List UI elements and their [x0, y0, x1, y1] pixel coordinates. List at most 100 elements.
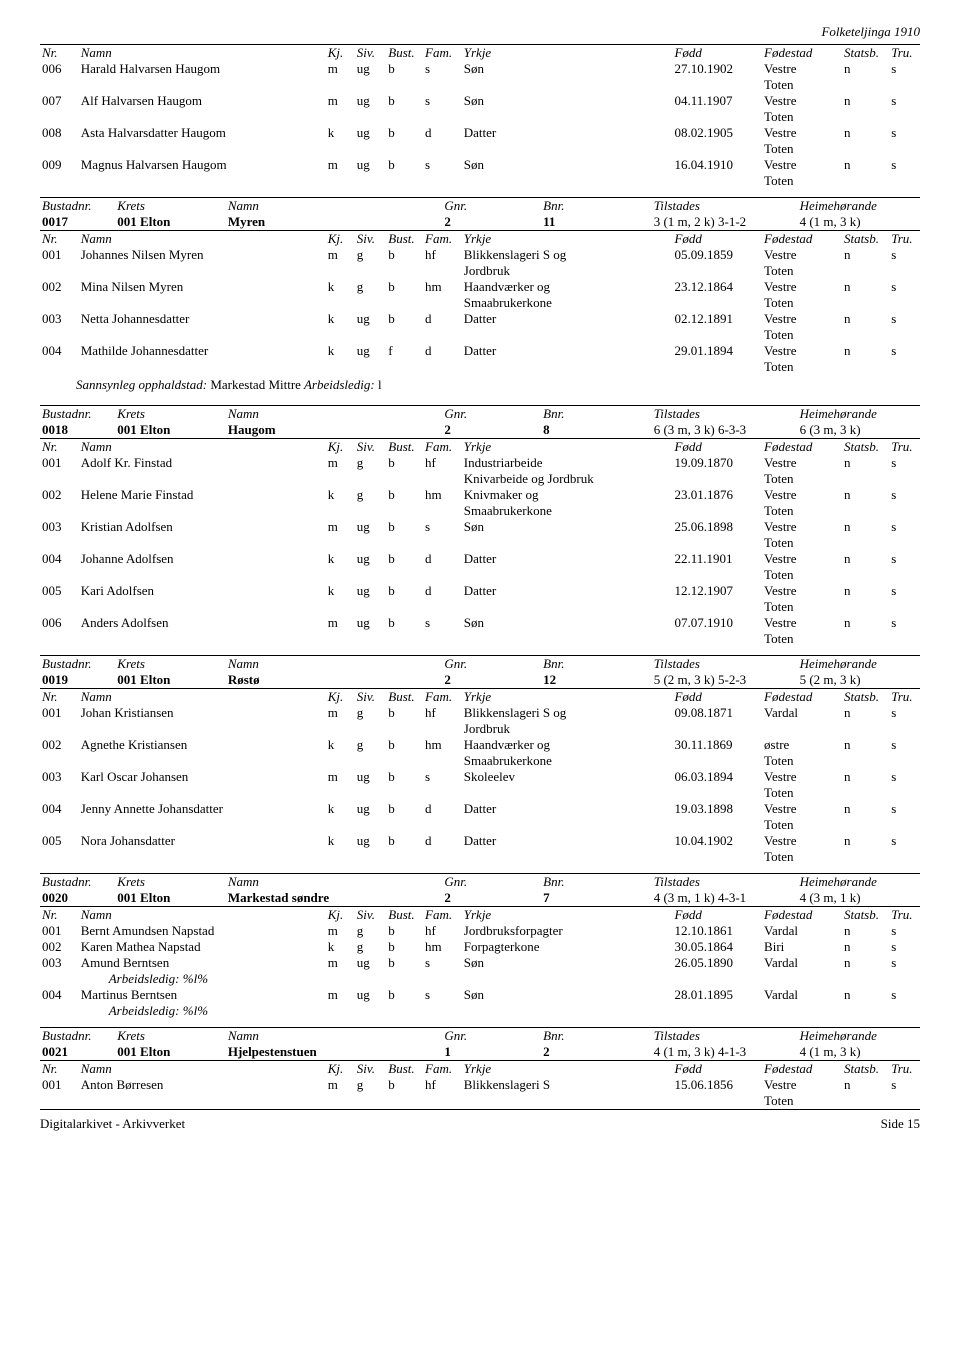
person-row-cont: Toten [40, 173, 920, 189]
cell-fodestad: Vestre [762, 61, 842, 77]
cell-bust: b [386, 615, 423, 631]
dv-krets: 001 Elton [115, 422, 226, 438]
cell-fodestad: Vestre [762, 551, 842, 567]
cell-stat: n [842, 343, 889, 359]
cell-fodestad: Vestre [762, 615, 842, 631]
dv-til: 6 (3 m, 3 k) 6-3-3 [652, 422, 798, 438]
cell-kj: k [326, 279, 355, 295]
cell-tru: s [889, 705, 920, 721]
cell-stat: n [842, 615, 889, 631]
dwelling-table: Bustadnr.KretsNamnGnr.Bnr.TilstadesHeime… [40, 874, 920, 906]
cell-fodestad: Vestre [762, 125, 842, 141]
cell-bust: b [386, 551, 423, 567]
cell-yrkje: Søn [462, 987, 673, 1003]
cell-tru: s [889, 125, 920, 141]
cell-fodd: 09.08.1871 [672, 705, 762, 721]
cell-namn: Anders Adolfsen [79, 615, 326, 631]
person-row: 006Anders AdolfsenmugbsSøn07.07.1910Vest… [40, 615, 920, 631]
person-row: 002Agnethe KristiansenkgbhmHaandværker o… [40, 737, 920, 753]
cell-nr: 002 [40, 737, 79, 753]
dwelling-header-row: Bustadnr.KretsNamnGnr.Bnr.TilstadesHeime… [40, 1028, 920, 1044]
dh-gnr: Gnr. [442, 874, 541, 890]
cell-fodestad-cont: Toten [762, 1093, 842, 1109]
dv-heim: 5 (2 m, 3 k) [798, 672, 920, 688]
cell-tru: s [889, 833, 920, 849]
cell-fodestad: Vestre [762, 247, 842, 263]
cell-fam: hm [423, 487, 462, 503]
cell-siv: ug [355, 61, 386, 77]
cell-nr: 003 [40, 519, 79, 535]
cell-fodd: 25.06.1898 [672, 519, 762, 535]
cell-yrkje: Skoleelev [462, 769, 673, 785]
cell-bust: f [386, 343, 423, 359]
cell-bust: b [386, 157, 423, 173]
cell-nr: 005 [40, 583, 79, 599]
cell-kj: k [326, 801, 355, 817]
person-row-cont: Toten [40, 631, 920, 647]
cell-yrkje-cont [462, 817, 673, 833]
cell-bust: b [386, 987, 423, 1003]
cell-yrkje-cont: Jordbruk [462, 263, 673, 279]
cell-bust: b [386, 125, 423, 141]
cell-kj: m [326, 157, 355, 173]
cell-nr: 002 [40, 279, 79, 295]
cell-fodestad-cont: Toten [762, 785, 842, 801]
cell-fodestad: Vardal [762, 923, 842, 939]
cell-fam: s [423, 955, 462, 971]
cell-kj: m [326, 955, 355, 971]
cell-fam: d [423, 311, 462, 327]
dh-bnr: Bnr. [541, 198, 652, 214]
person-row-cont: Toten [40, 77, 920, 93]
cell-fodestad-cont: Toten [762, 173, 842, 189]
people-table: Nr.NamnKj.Siv.Bust.Fam.YrkjeFøddFødestad… [40, 1061, 920, 1109]
person-row: 002Helene Marie FinstadkgbhmKnivmaker og… [40, 487, 920, 503]
person-row-cont: Toten [40, 599, 920, 615]
cell-kj: k [326, 551, 355, 567]
cell-fodestad-cont: Toten [762, 599, 842, 615]
hdr-bust: Bust. [386, 45, 423, 61]
cell-namn: Johanne Adolfsen [79, 551, 326, 567]
cell-fodestad: Vestre [762, 801, 842, 817]
cell-nr: 005 [40, 833, 79, 849]
person-arb-row: Arbeidsledig: %l% [40, 971, 920, 987]
cell-fodd: 26.05.1890 [672, 955, 762, 971]
dv-namn: Myren [226, 214, 442, 230]
people-header-row: Nr. Namn Kj. Siv. Bust. Fam. Yrkje Fødd … [40, 45, 920, 61]
cell-fodestad-cont: Toten [762, 849, 842, 865]
person-row-cont: SmaabrukerkoneToten [40, 503, 920, 519]
cell-fam: d [423, 343, 462, 359]
cell-namn: Nora Johansdatter [79, 833, 326, 849]
cell-fam: hm [423, 939, 462, 955]
cell-fodestad: Vestre [762, 343, 842, 359]
people-header-row: Nr.NamnKj.Siv.Bust.Fam.YrkjeFøddFødestad… [40, 689, 920, 705]
dh-tilstades: Tilstades [652, 198, 798, 214]
cell-tru: s [889, 801, 920, 817]
dh-namn: Namn [226, 1028, 442, 1044]
cell-tru: s [889, 551, 920, 567]
cell-bust: b [386, 705, 423, 721]
cell-fam: hf [423, 247, 462, 263]
cell-stat: n [842, 801, 889, 817]
cell-fodd: 04.11.1907 [672, 93, 762, 109]
cell-stat: n [842, 923, 889, 939]
cell-fam: hm [423, 737, 462, 753]
cell-yrkje-cont [462, 599, 673, 615]
cell-siv: g [355, 1077, 386, 1093]
cell-fam: s [423, 93, 462, 109]
cell-nr: 007 [40, 93, 79, 109]
cell-tru: s [889, 279, 920, 295]
person-row-cont: Toten [40, 849, 920, 865]
cell-fam: s [423, 519, 462, 535]
cell-siv: ug [355, 955, 386, 971]
cell-bust: b [386, 923, 423, 939]
cell-siv: ug [355, 93, 386, 109]
person-row: 009Magnus Halvarsen HaugommugbsSøn16.04.… [40, 157, 920, 173]
cell-fam: s [423, 61, 462, 77]
cell-stat: n [842, 737, 889, 753]
cell-yrkje: Blikkenslageri S [462, 1077, 673, 1093]
person-row: 004Jenny Annette JohansdatterkugbdDatter… [40, 801, 920, 817]
dv-heim: 4 (3 m, 1 k) [798, 890, 920, 906]
dwellings-container: Bustadnr.KretsNamnGnr.Bnr.TilstadesHeime… [40, 189, 920, 1109]
cell-fodestad: østre [762, 737, 842, 753]
cell-kj: k [326, 833, 355, 849]
